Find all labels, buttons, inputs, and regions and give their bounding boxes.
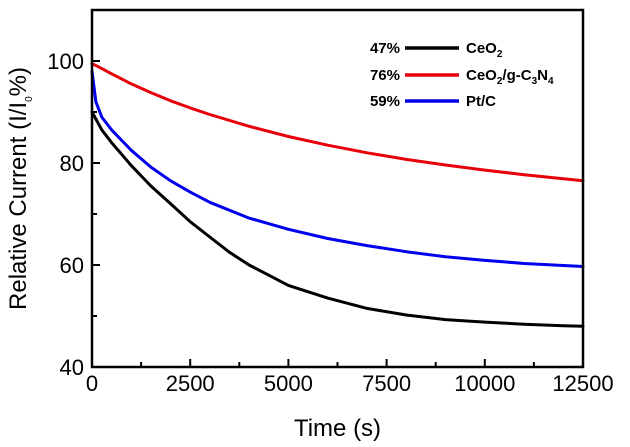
legend-retention-pt-c: 59% [370, 93, 400, 110]
legend-label-part: /g-C [502, 67, 531, 84]
legend-label-ceo2-g-c3n4: CeO2/g-C3N4 [466, 67, 554, 87]
y-tick-label: 60 [60, 253, 84, 278]
y-axis-title-main: Relative Current (I/I [5, 102, 32, 310]
plot-frame [90, 8, 585, 369]
y-tick-label: 40 [60, 355, 84, 380]
series-line-ceo2 [90, 110, 585, 328]
legend-label-ceo2: CeO2 [466, 40, 503, 60]
series-line-pt-c [90, 69, 585, 268]
x-tick-label: 5000 [264, 371, 313, 396]
legend-label-pt-c: Pt/C [466, 93, 496, 110]
x-tick-label: 10000 [454, 371, 515, 396]
legend-label-part: Pt/C [466, 93, 496, 110]
ticks-layer: 0 2500 5000 7500 10000 12500 40 60 80 100 [47, 49, 613, 396]
legend-retention-ceo2: 47% [370, 40, 400, 57]
plot-area: 0 2500 5000 7500 10000 12500 40 60 80 100 [47, 8, 614, 396]
x-axis-title: Time (s) [294, 415, 381, 442]
legend-label-subscript: 2 [497, 49, 503, 60]
x-tick-label: 7500 [362, 371, 411, 396]
legend-label-subscript: 2 [497, 76, 503, 87]
y-tick-label: 80 [60, 151, 84, 176]
legend-label-part: CeO [466, 40, 497, 57]
y-tick-label: 100 [47, 49, 84, 74]
legend-label-part: CeO [466, 67, 497, 84]
legend-label-subscript: 4 [548, 76, 554, 87]
legend-label-part: N [537, 67, 548, 84]
y-axis-title: Relative Current (I/I0%) [5, 67, 35, 310]
legend-label-subscript: 3 [532, 76, 538, 87]
legend-retention-ceo2-g-c3n4: 76% [370, 67, 400, 84]
y-axis-title-subscript: 0 [24, 96, 35, 102]
x-tick-label: 0 [86, 371, 98, 396]
series-layer [90, 62, 585, 328]
x-tick-label: 2500 [166, 371, 215, 396]
y-axis-title-tail: %) [5, 67, 32, 96]
x-tick-label: 12500 [552, 371, 613, 396]
series-line-ceo2-g-c3n4 [90, 62, 585, 183]
